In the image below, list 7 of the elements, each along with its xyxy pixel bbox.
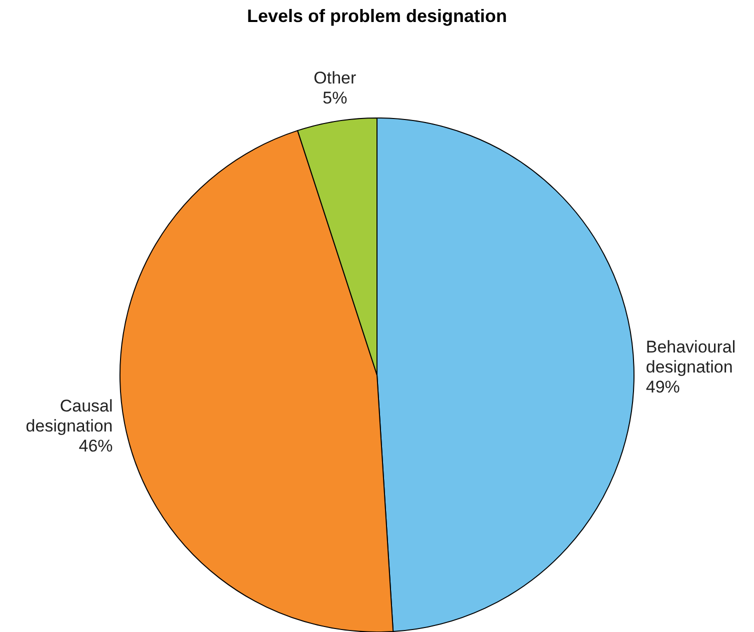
slice-label: Behavioural designation — [646, 338, 736, 377]
chart-title: Levels of problem designation — [246, 6, 508, 26]
data-label: 46% — [78, 436, 113, 456]
data-label: 5% — [322, 88, 348, 108]
slice-label: Causal designation — [26, 396, 113, 436]
slice-label: Other — [314, 68, 357, 88]
data-label: 49% — [646, 378, 680, 397]
